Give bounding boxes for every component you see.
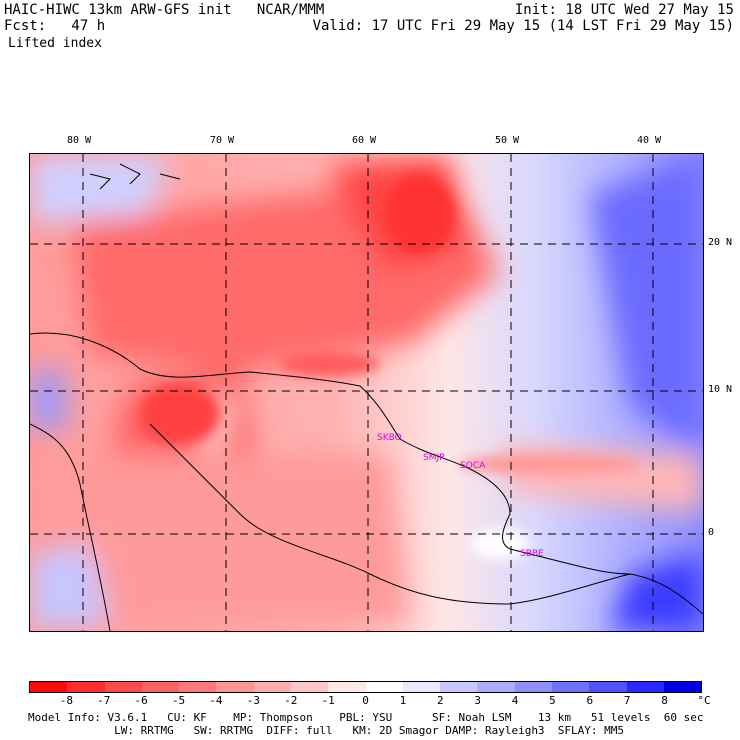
colorbar-tick-label: -3 <box>246 694 260 707</box>
map-canvas <box>30 154 703 631</box>
lon-tick-60w: 60 W <box>352 135 377 146</box>
colorbar-swatch <box>328 682 366 692</box>
colorbar-swatch <box>477 682 515 692</box>
lon-tick-70w: 70 W <box>210 135 235 146</box>
colorbar-swatch <box>216 682 254 692</box>
colorbar-tick-label: -6 <box>134 694 148 707</box>
colorbar-swatch <box>141 682 180 692</box>
colorbar-tick-label: -5 <box>171 694 186 707</box>
colorbar-tick-label: 4 <box>511 694 519 707</box>
graticule <box>30 154 703 631</box>
colorbar-swatch <box>402 682 441 692</box>
colorbar-tick-label: 1 <box>399 694 407 707</box>
lon-tick-80w: 80 W <box>67 135 92 146</box>
valid-time: Valid: 17 UTC Fri 29 May 15 (14 LST Fri … <box>312 18 734 34</box>
colorbar-tick-label: -2 <box>284 694 298 707</box>
colorbar-swatch <box>179 682 217 692</box>
model-info-line1: Model Info: V3.6.1 CU: KF MP: Thompson P… <box>28 711 704 724</box>
station-label: SMJP <box>423 453 445 463</box>
station-label: SBBE <box>520 549 544 559</box>
lat-tick-20n: 20 N <box>708 237 733 248</box>
field-detail <box>140 174 640 559</box>
coastlines <box>30 163 703 631</box>
colorbar-tick-label: 3 <box>474 694 481 707</box>
colorbar-tick-label: 2 <box>436 694 444 707</box>
colorbar-tick-label: -7 <box>97 694 111 707</box>
colorbar-swatch <box>551 682 590 692</box>
colorbar-swatch <box>626 682 664 692</box>
init-time: Init: 18 UTC Wed 27 May 15 <box>514 2 734 18</box>
colorbar-swatch <box>253 682 291 692</box>
colorbar-swatch <box>104 682 142 692</box>
colorbar-swatch <box>663 682 702 692</box>
model-title: HAIC-HIWC 13km ARW-GFS init NCAR/MMM <box>4 2 325 18</box>
field-shading <box>30 154 703 631</box>
model-info-line2: LW: RRTMG SW: RRTMG DIFF: full KM: 2D Sm… <box>28 724 625 737</box>
lat-tick-0: 0 <box>708 527 715 538</box>
colorbar-swatch <box>30 682 68 692</box>
colorbar-swatch <box>514 682 552 692</box>
colorbar-tick-label: 8 <box>661 694 668 707</box>
colorbar <box>29 681 702 693</box>
forecast-hour: Fcst: 47 h <box>4 18 106 34</box>
colorbar-tick-label: -8 <box>59 694 73 707</box>
colorbar-unit: °C <box>697 694 711 707</box>
colorbar-tick-label: 0 <box>362 694 369 707</box>
colorbar-swatch <box>67 682 105 692</box>
colorbar-tick-label: 6 <box>586 694 594 707</box>
colorbar-tick-label: 5 <box>549 694 556 707</box>
colorbar-tick-label: 7 <box>623 694 631 707</box>
field-name: Lifted index <box>8 36 102 51</box>
colorbar-swatch <box>290 682 329 692</box>
colorbar-tick-label: -1 <box>321 694 335 707</box>
colorbar-swatch <box>365 682 403 692</box>
lat-tick-10n: 10 N <box>708 384 733 395</box>
lifted-index-map: SKBO SMJP SOCA SBBE <box>29 153 704 632</box>
lon-tick-50w: 50 W <box>495 135 520 146</box>
colorbar-swatch <box>440 682 478 692</box>
station-label: SKBO <box>377 433 402 443</box>
colorbar-swatch <box>589 682 627 692</box>
colorbar-tick-label: -4 <box>209 694 223 707</box>
station-label: SOCA <box>460 461 486 471</box>
lon-tick-40w: 40 W <box>637 135 662 146</box>
